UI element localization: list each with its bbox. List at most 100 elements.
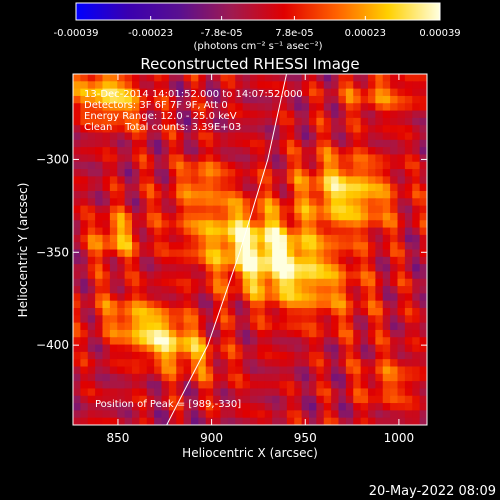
- heatmap-cell: [412, 256, 421, 265]
- heatmap-cell: [213, 271, 222, 280]
- heatmap-cell: [109, 381, 118, 390]
- heatmap-cell: [316, 329, 325, 338]
- heatmap-cell: [139, 278, 148, 287]
- heatmap-cell: [368, 147, 376, 156]
- heatmap-cell: [309, 300, 317, 309]
- heatmap-cell: [242, 278, 251, 287]
- heatmap-cell: [257, 212, 266, 221]
- heatmap-cell: [375, 227, 384, 236]
- heatmap-cell: [264, 74, 273, 82]
- heatmap-cell: [102, 337, 111, 346]
- heatmap-cell: [80, 147, 89, 156]
- heatmap-cell: [73, 139, 81, 148]
- heatmap-cell: [124, 344, 133, 353]
- heatmap-cell: [80, 176, 89, 185]
- heatmap-cell: [272, 315, 281, 324]
- heatmap-cell: [198, 308, 207, 316]
- heatmap-cell: [176, 88, 185, 97]
- heatmap-cell: [286, 220, 295, 229]
- heatmap-cell: [301, 205, 310, 214]
- heatmap-cell: [316, 88, 325, 97]
- heatmap-cell: [404, 110, 413, 119]
- heatmap-cell: [117, 212, 126, 221]
- heatmap-cell: [213, 74, 222, 82]
- heatmap-cell: [235, 256, 244, 265]
- heatmap-cell: [368, 315, 376, 324]
- heatmap-cell: [213, 388, 222, 397]
- heatmap-cell: [124, 359, 133, 368]
- heatmap-cell: [95, 388, 104, 397]
- heatmap-cell: [382, 373, 391, 382]
- heatmap-cell: [390, 125, 399, 134]
- heatmap-cell: [161, 271, 170, 280]
- heatmap-cell: [323, 293, 332, 302]
- heatmap-cell: [331, 395, 340, 404]
- heatmap-cell: [286, 249, 295, 258]
- heatmap-cell: [124, 81, 133, 90]
- heatmap-cell: [404, 264, 413, 273]
- heatmap-cell: [213, 139, 222, 148]
- heatmap-cell: [286, 234, 295, 243]
- heatmap-cell: [257, 329, 266, 338]
- heatmap-cell: [87, 176, 96, 185]
- heatmap-cell: [264, 351, 273, 360]
- heatmap-cell: [102, 286, 111, 294]
- heatmap-cell: [338, 410, 347, 419]
- heatmap-cell: [117, 74, 126, 82]
- heatmap-cell: [73, 234, 81, 243]
- heatmap-cell: [161, 329, 170, 338]
- heatmap-cell: [286, 88, 295, 97]
- heatmap-cell: [419, 169, 427, 177]
- heatmap-cell: [323, 366, 332, 375]
- heatmap-cell: [132, 395, 140, 404]
- heatmap-cell: [368, 264, 376, 273]
- heatmap-cell: [382, 381, 391, 390]
- heatmap-cell: [279, 366, 288, 375]
- heatmap-cell: [294, 337, 303, 346]
- heatmap-cell: [419, 154, 427, 163]
- heatmap-cell: [294, 95, 303, 104]
- heatmap-cell: [323, 81, 332, 90]
- heatmap-cell: [390, 212, 399, 221]
- heatmap-cell: [382, 132, 391, 141]
- heatmap-cell: [316, 183, 325, 192]
- heatmap-cell: [375, 293, 384, 302]
- heatmap-cell: [345, 117, 354, 126]
- heatmap-cell: [250, 388, 258, 397]
- heatmap-cell: [331, 308, 340, 316]
- heatmap-cell: [294, 132, 303, 141]
- heatmap-cell: [139, 315, 148, 324]
- heatmap-cell: [124, 220, 133, 229]
- heatmap-cell: [80, 81, 89, 90]
- heatmap-cell: [286, 242, 295, 251]
- heatmap-cell: [382, 117, 391, 126]
- heatmap-cell: [87, 366, 96, 375]
- heatmap-cell: [404, 381, 413, 390]
- heatmap-cell: [404, 403, 413, 411]
- heatmap-cell: [95, 132, 104, 141]
- heatmap-cell: [220, 366, 229, 375]
- heatmap-cell: [331, 373, 340, 382]
- heatmap-cell: [382, 264, 391, 273]
- heatmap-cell: [124, 388, 133, 397]
- heatmap-cell: [279, 110, 288, 119]
- heatmap-cell: [87, 388, 96, 397]
- heatmap-cell: [316, 154, 325, 163]
- heatmap-cell: [257, 147, 266, 156]
- heatmap-cell: [264, 81, 273, 90]
- heatmap-cell: [168, 337, 177, 346]
- heatmap-cell: [382, 395, 391, 404]
- heatmap-cell: [397, 205, 406, 214]
- heatmap-cell: [139, 344, 148, 353]
- heatmap-cell: [301, 249, 310, 258]
- heatmap-cell: [294, 227, 303, 236]
- heatmap-cell: [176, 381, 185, 390]
- heatmap-cell: [117, 381, 126, 390]
- heatmap-cell: [353, 81, 362, 90]
- heatmap-cell: [279, 388, 288, 397]
- heatmap-cell: [154, 315, 163, 324]
- heatmap-cell: [345, 381, 354, 390]
- heatmap-cell: [205, 337, 214, 346]
- heatmap-cell: [168, 88, 177, 97]
- heatmap-cell: [390, 234, 399, 243]
